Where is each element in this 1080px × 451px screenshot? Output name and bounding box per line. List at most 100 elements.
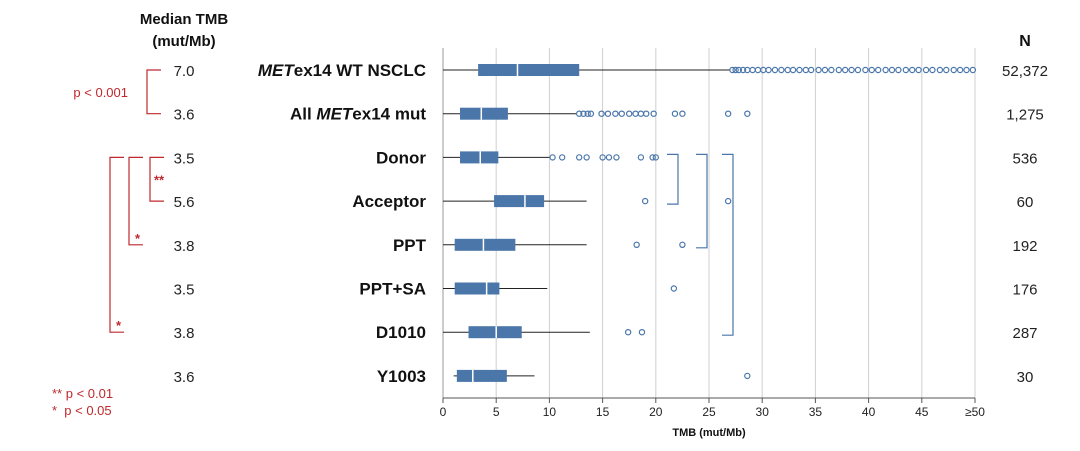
outlier-point xyxy=(821,66,829,74)
box-row-5 xyxy=(443,282,678,295)
outlier-point xyxy=(744,110,751,117)
outlier-point xyxy=(613,154,620,161)
category-label-part: ex14 mut xyxy=(352,105,426,124)
outlier-point xyxy=(915,66,922,74)
x-tick-label-6: 30 xyxy=(756,405,770,419)
outlier-point xyxy=(744,372,751,380)
n-value-5: 176 xyxy=(1012,282,1037,299)
outlier-point xyxy=(587,110,595,117)
outlier-point xyxy=(632,110,639,117)
x-tick-label-7: 35 xyxy=(809,405,823,419)
outlier-point xyxy=(950,66,957,74)
outlier-point xyxy=(778,66,785,74)
outlier-point xyxy=(618,110,625,117)
sig-bracket-2 xyxy=(128,156,143,246)
median-value-3: 5.6 xyxy=(174,194,195,211)
n-value-1: 1,275 xyxy=(1006,107,1044,124)
outlier-point xyxy=(802,66,810,74)
outlier-point xyxy=(902,66,910,74)
outlier-point xyxy=(580,110,587,117)
category-label-6: D1010 xyxy=(376,323,426,342)
box-row-4 xyxy=(443,238,686,251)
outlier-point xyxy=(598,110,605,117)
sig-bracket-0 xyxy=(146,69,161,115)
outlier-point xyxy=(549,154,556,161)
category-label-5: PPT+SA xyxy=(359,280,426,299)
outlier-point xyxy=(671,110,679,117)
n-value-2: 536 xyxy=(1012,150,1037,167)
boxes-layer xyxy=(443,64,977,382)
outlier-point xyxy=(936,66,944,74)
outlier-point xyxy=(643,110,650,117)
outlier-point xyxy=(760,66,767,74)
median-value-6: 3.8 xyxy=(174,325,195,342)
outlier-point xyxy=(558,154,566,161)
outlier-point xyxy=(605,154,613,161)
box xyxy=(478,64,580,76)
median-header-line-2: (mut/Mb) xyxy=(152,33,215,50)
category-label-2: Donor xyxy=(376,148,426,167)
outlier-point xyxy=(584,110,591,117)
outlier-point xyxy=(652,154,660,161)
category-label-0: METex14 WT NSCLC xyxy=(258,61,426,80)
outlier-point xyxy=(969,66,977,74)
sig-label-3: * xyxy=(116,318,122,333)
outlier-point xyxy=(956,66,964,74)
sig-label-2: * xyxy=(135,231,141,246)
box xyxy=(456,369,507,382)
box-row-3 xyxy=(443,195,732,208)
outlier-point xyxy=(599,154,606,161)
sig-label-0: p < 0.001 xyxy=(73,85,128,100)
box-row-6 xyxy=(443,326,646,339)
outlier-point xyxy=(862,66,869,74)
x-tick-label-10: ≥50 xyxy=(965,405,985,419)
outlier-point xyxy=(895,66,902,74)
outlier-point xyxy=(626,110,633,117)
outlier-point xyxy=(749,66,756,74)
median-header-line-1: Median TMB xyxy=(140,11,228,28)
n-header: N xyxy=(1019,33,1031,50)
n-value-4: 192 xyxy=(1012,238,1037,255)
box xyxy=(454,238,516,251)
box-row-1 xyxy=(443,107,751,120)
outlier-point xyxy=(612,110,619,117)
outlier-point xyxy=(641,197,649,205)
n-value-3: 60 xyxy=(1017,194,1034,211)
outlier-point xyxy=(882,66,889,74)
group-bracket-1 xyxy=(696,153,708,249)
x-tick-label-4: 20 xyxy=(649,405,663,419)
outlier-point xyxy=(789,66,797,74)
outlier-point xyxy=(943,66,950,74)
x-tick-label-3: 15 xyxy=(596,405,610,419)
category-label-part: ex14 WT NSCLC xyxy=(294,61,426,80)
outlier-point xyxy=(888,66,896,74)
outlier-point xyxy=(868,66,875,74)
outlier-point xyxy=(735,66,742,74)
legend-note-p05: * p < 0.05 xyxy=(52,403,112,418)
box xyxy=(460,107,508,120)
outlier-point xyxy=(724,110,732,117)
x-axis: 0 5 10 15 20 25 30 35 40 45 ≥50 xyxy=(440,48,985,419)
outlier-point xyxy=(729,66,736,74)
box-row-7 xyxy=(453,369,751,382)
outlier-point xyxy=(604,110,612,117)
group-bracket-0 xyxy=(667,153,679,205)
sig-bracket-1 xyxy=(149,156,164,202)
outlier-point xyxy=(922,66,930,74)
outlier-point xyxy=(670,285,678,292)
x-tick-label-9: 45 xyxy=(915,405,929,419)
outlier-point xyxy=(796,66,803,74)
category-label-part: All xyxy=(290,105,316,124)
x-tick-label-2: 10 xyxy=(543,405,557,419)
significance-layer: p < 0.001**** xyxy=(73,69,734,336)
outlier-point xyxy=(633,241,640,248)
outlier-point xyxy=(624,329,632,336)
n-value-0: 52,372 xyxy=(1002,63,1048,80)
outlier-point xyxy=(638,329,646,336)
sig-bracket-3 xyxy=(109,156,124,333)
outlier-point xyxy=(754,66,762,74)
median-value-2: 3.5 xyxy=(174,150,195,167)
category-label-7: Y1003 xyxy=(377,367,426,386)
box xyxy=(494,195,545,208)
